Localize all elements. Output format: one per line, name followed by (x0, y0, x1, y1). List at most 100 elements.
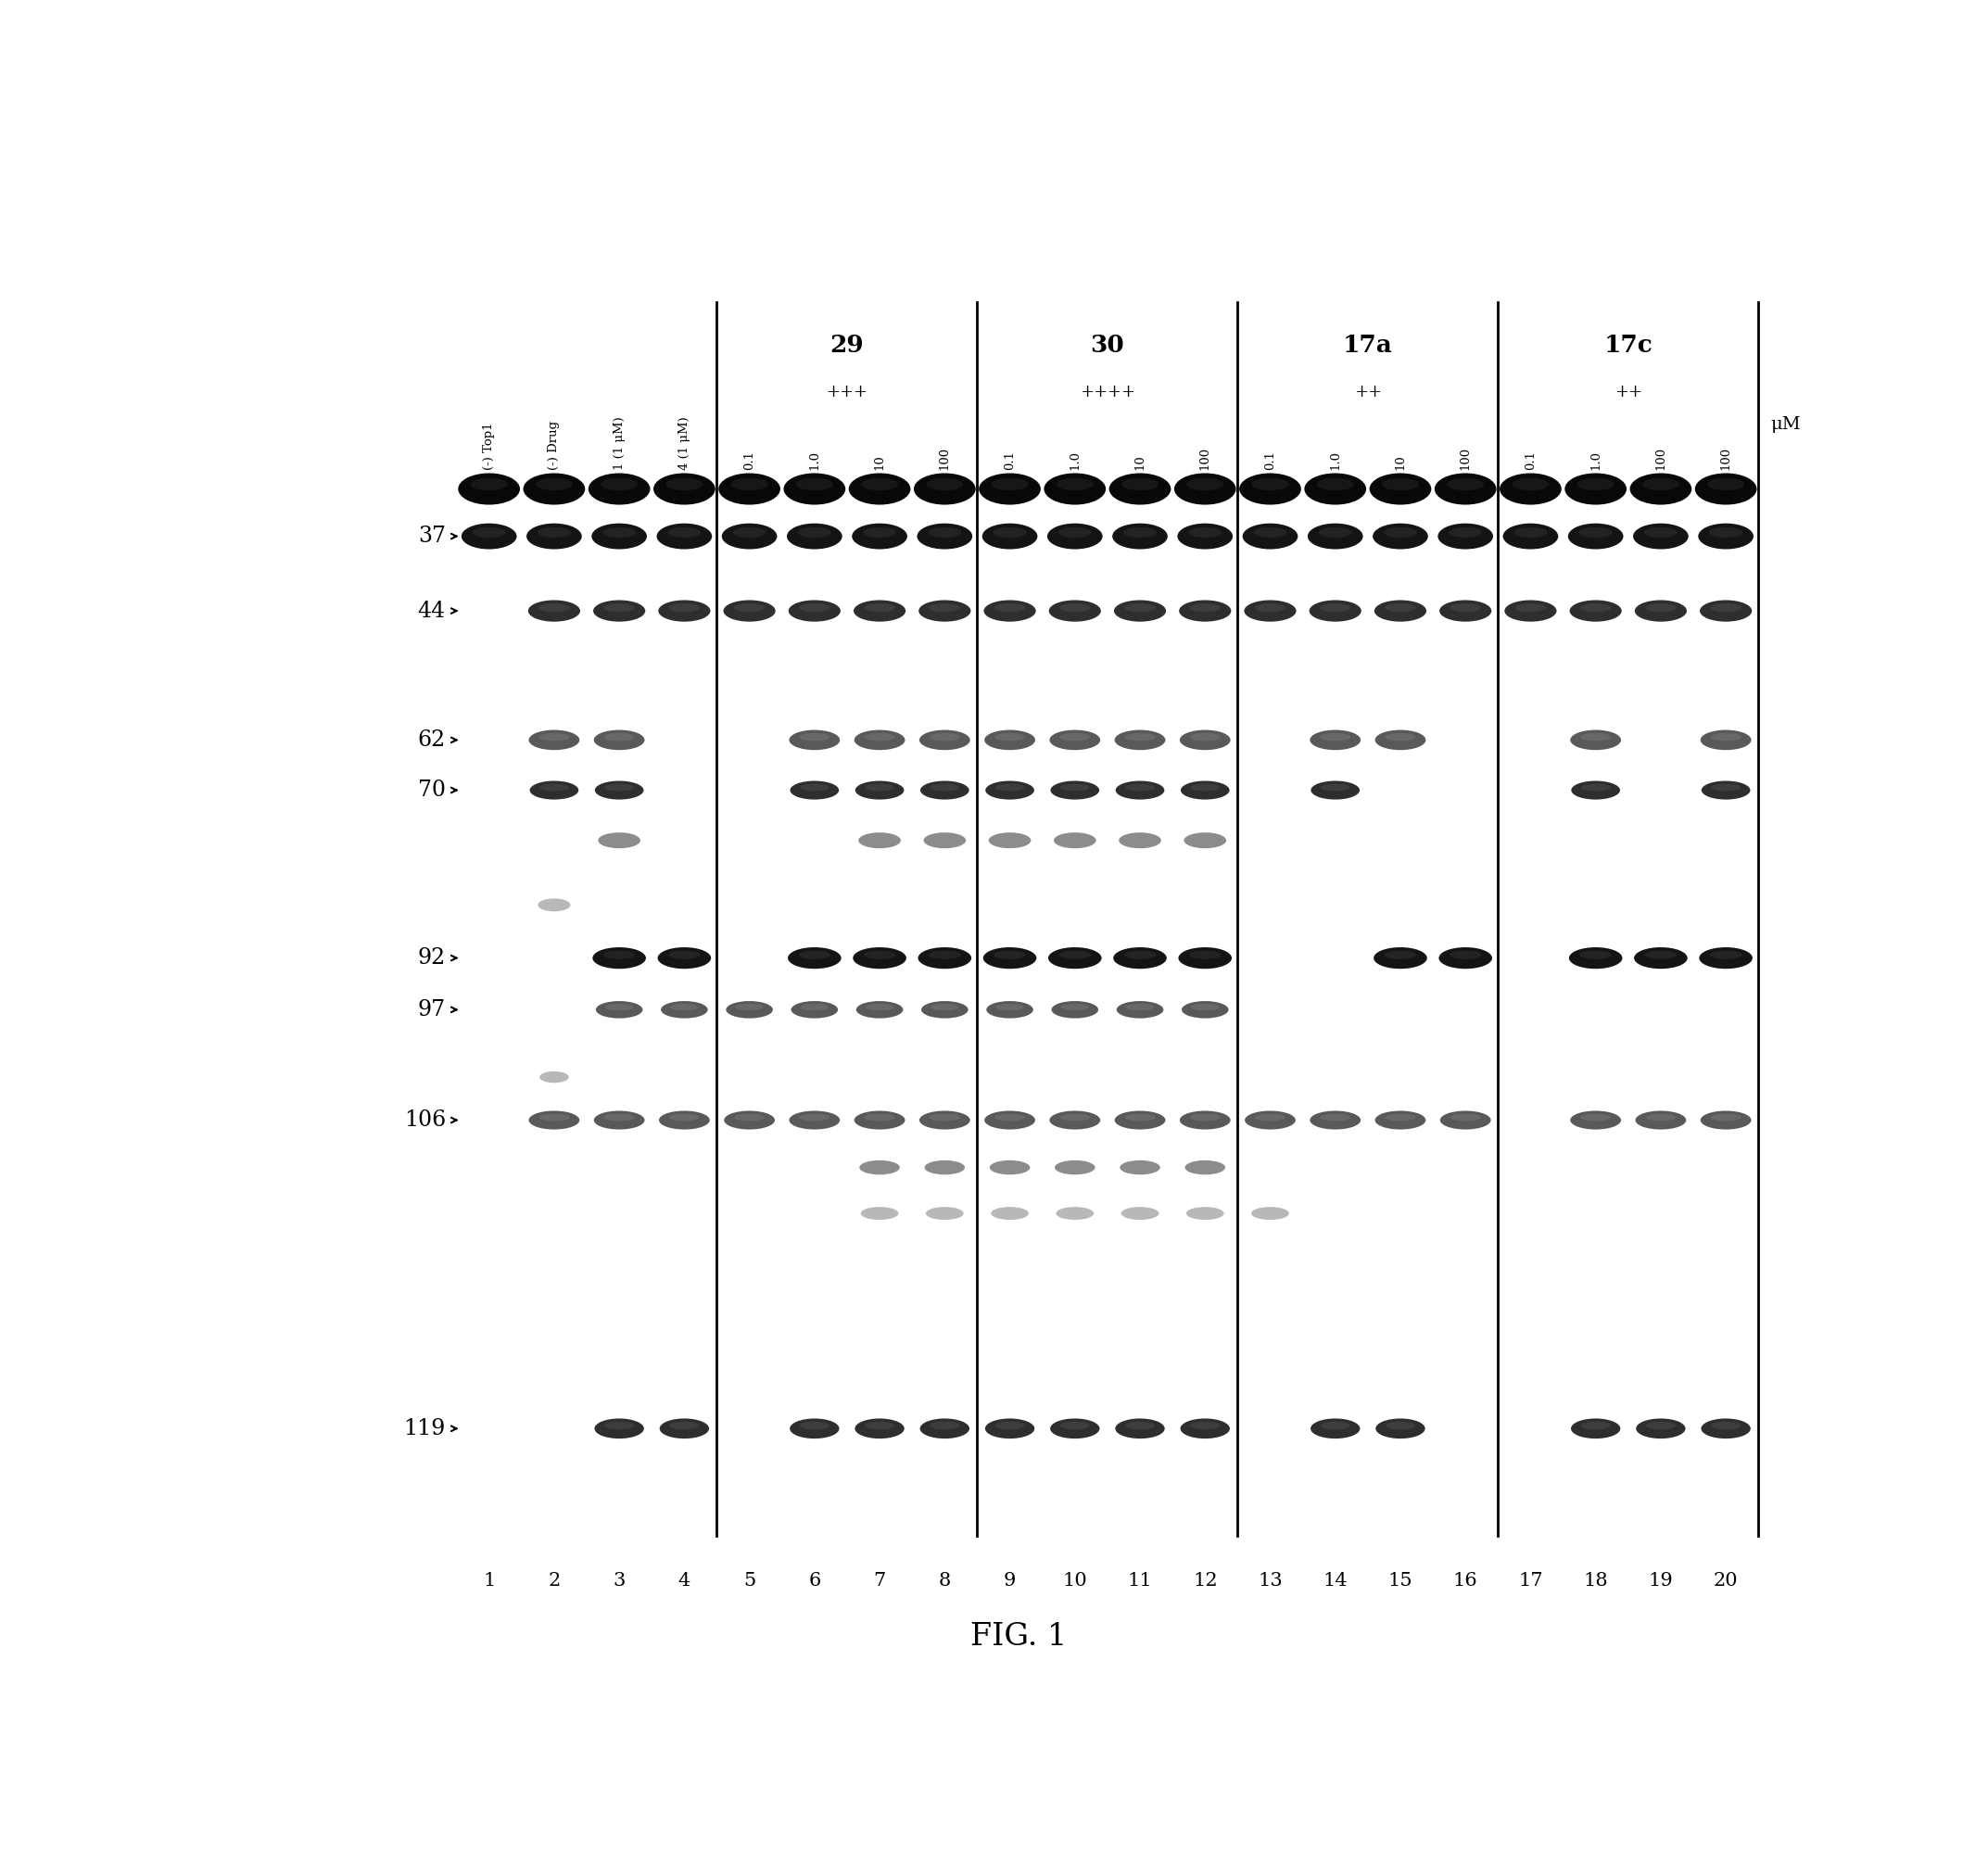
Ellipse shape (1242, 524, 1298, 550)
Text: 0.1: 0.1 (744, 451, 755, 469)
Text: 8: 8 (938, 1572, 950, 1589)
Ellipse shape (604, 732, 634, 741)
Ellipse shape (1181, 1000, 1229, 1019)
Ellipse shape (527, 524, 582, 550)
Ellipse shape (1115, 730, 1165, 751)
Ellipse shape (1060, 732, 1089, 741)
Ellipse shape (1449, 604, 1481, 611)
Ellipse shape (594, 730, 644, 751)
Ellipse shape (539, 898, 571, 911)
Ellipse shape (994, 1421, 1024, 1429)
Ellipse shape (1376, 1418, 1425, 1438)
Ellipse shape (1125, 1421, 1155, 1429)
Ellipse shape (787, 524, 843, 550)
Ellipse shape (1191, 1421, 1221, 1429)
Text: 100: 100 (1199, 447, 1211, 469)
Ellipse shape (865, 604, 895, 611)
Ellipse shape (1710, 604, 1741, 611)
Ellipse shape (1244, 600, 1296, 622)
Text: 0.1: 0.1 (1264, 451, 1276, 469)
Ellipse shape (1386, 1421, 1415, 1429)
Ellipse shape (1310, 1418, 1360, 1438)
Ellipse shape (1175, 473, 1237, 505)
Ellipse shape (1710, 950, 1741, 959)
Ellipse shape (1179, 1110, 1231, 1129)
Ellipse shape (1634, 946, 1688, 969)
Ellipse shape (598, 833, 640, 848)
Ellipse shape (1702, 1418, 1751, 1438)
Text: ++: ++ (1354, 384, 1382, 401)
Ellipse shape (718, 473, 781, 505)
Ellipse shape (926, 479, 964, 490)
Ellipse shape (1050, 1110, 1099, 1129)
Ellipse shape (471, 479, 507, 490)
Ellipse shape (1125, 784, 1155, 792)
Ellipse shape (853, 524, 907, 550)
Ellipse shape (1565, 473, 1626, 505)
Ellipse shape (726, 1000, 773, 1019)
Ellipse shape (1310, 781, 1360, 799)
Ellipse shape (863, 950, 897, 959)
Text: 10: 10 (1062, 1572, 1087, 1589)
Ellipse shape (1121, 1207, 1159, 1220)
Ellipse shape (604, 784, 634, 792)
Ellipse shape (592, 600, 646, 622)
Ellipse shape (1571, 781, 1620, 799)
Ellipse shape (799, 1114, 829, 1122)
Ellipse shape (928, 527, 962, 538)
Ellipse shape (1113, 524, 1167, 550)
Ellipse shape (1308, 524, 1364, 550)
Ellipse shape (604, 604, 634, 611)
Ellipse shape (1386, 732, 1415, 741)
Ellipse shape (1646, 1421, 1676, 1429)
Text: 97: 97 (417, 999, 445, 1021)
Ellipse shape (982, 524, 1038, 550)
Ellipse shape (1580, 604, 1610, 611)
Ellipse shape (1050, 781, 1099, 799)
Ellipse shape (1191, 1004, 1219, 1010)
Ellipse shape (1449, 1114, 1481, 1122)
Text: 4: 4 (678, 1572, 690, 1589)
Ellipse shape (861, 1207, 899, 1220)
Ellipse shape (1123, 950, 1155, 959)
Ellipse shape (1630, 473, 1692, 505)
Ellipse shape (930, 1421, 960, 1429)
Ellipse shape (1318, 527, 1352, 538)
Ellipse shape (539, 784, 569, 792)
Ellipse shape (984, 600, 1036, 622)
Ellipse shape (990, 1161, 1030, 1176)
Text: 1.0: 1.0 (1590, 451, 1602, 469)
Ellipse shape (918, 730, 970, 751)
Ellipse shape (1181, 1418, 1231, 1438)
Ellipse shape (734, 604, 765, 611)
Ellipse shape (920, 1418, 970, 1438)
Ellipse shape (1320, 732, 1350, 741)
Ellipse shape (1115, 1110, 1165, 1129)
Ellipse shape (1056, 1207, 1093, 1220)
Ellipse shape (535, 479, 573, 490)
Ellipse shape (1384, 950, 1415, 959)
Ellipse shape (994, 1114, 1026, 1122)
Ellipse shape (734, 527, 765, 538)
Ellipse shape (670, 1114, 700, 1122)
Ellipse shape (789, 730, 839, 751)
Ellipse shape (1384, 527, 1417, 538)
Ellipse shape (1052, 1000, 1097, 1019)
Ellipse shape (855, 1110, 905, 1129)
Ellipse shape (1113, 946, 1167, 969)
Ellipse shape (865, 784, 895, 792)
Ellipse shape (1449, 950, 1481, 959)
Ellipse shape (1374, 946, 1427, 969)
Ellipse shape (801, 1004, 829, 1010)
Ellipse shape (1310, 1110, 1360, 1129)
Ellipse shape (914, 473, 976, 505)
Ellipse shape (855, 781, 905, 799)
Ellipse shape (930, 784, 960, 792)
Ellipse shape (1119, 833, 1161, 848)
Ellipse shape (1712, 1421, 1741, 1429)
Ellipse shape (602, 527, 636, 538)
Text: 44: 44 (417, 600, 445, 622)
Ellipse shape (783, 473, 845, 505)
Text: 100: 100 (1720, 447, 1732, 469)
Ellipse shape (670, 1421, 700, 1429)
